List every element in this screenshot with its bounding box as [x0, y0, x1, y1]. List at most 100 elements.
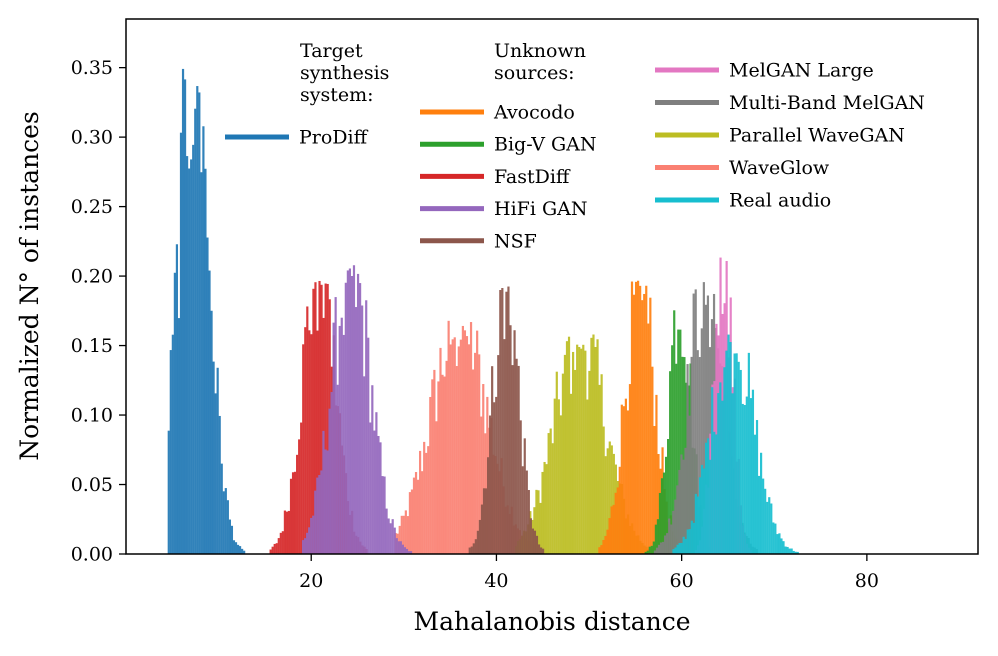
histogram-bar: [489, 415, 492, 554]
histogram-bar: [537, 544, 541, 554]
histogram-bar: [387, 518, 390, 554]
histogram-bar: [283, 510, 286, 554]
legend-label-fastdiff: FastDiff: [494, 166, 571, 188]
x-tick-label: 40: [484, 570, 508, 592]
histogram-bar: [751, 389, 755, 554]
histogram-bar: [535, 489, 538, 554]
histogram-bar: [410, 489, 414, 554]
histogram-bar: [431, 379, 434, 554]
histogram-bar: [461, 325, 464, 554]
histogram-bar: [427, 446, 430, 554]
histogram-bar: [296, 454, 299, 554]
histogram-bar: [425, 452, 428, 554]
histogram-bar: [320, 470, 323, 554]
histogram-bar: [478, 354, 481, 554]
histogram-bar: [576, 344, 579, 554]
y-tick-label: 0.05: [71, 474, 113, 496]
histogram-bar: [634, 281, 638, 554]
histogram-bar: [324, 449, 327, 554]
histogram-bar: [279, 532, 282, 554]
histogram-bar: [612, 504, 615, 554]
histogram-bar: [572, 351, 575, 554]
histogram-bar: [285, 511, 289, 554]
series-hifi-gan: [301, 265, 413, 554]
histogram-bar: [517, 365, 520, 554]
histogram-bar: [302, 344, 305, 554]
histogram-bar: [622, 406, 625, 554]
histogram-bar: [662, 541, 665, 554]
histogram-bar: [774, 523, 777, 554]
y-tick-label: 0.25: [71, 196, 113, 218]
histogram-bar: [359, 283, 362, 554]
histogram-bar: [653, 550, 657, 554]
histogram-bar: [447, 320, 450, 554]
histogram-bar: [277, 538, 280, 554]
histogram-bar: [680, 454, 683, 554]
histogram-bar: [790, 548, 793, 554]
histogram-bar: [314, 490, 317, 554]
histogram-bar: [539, 502, 542, 554]
histogram-bar: [275, 543, 278, 554]
histogram-bar: [630, 281, 634, 554]
histogram-bar: [519, 420, 522, 554]
histogram-bar: [645, 285, 648, 554]
histogram-bar: [175, 244, 179, 554]
histogram-bar: [574, 369, 577, 554]
histogram-bar: [429, 396, 432, 554]
histogram-bar: [644, 551, 647, 554]
histogram-bar: [470, 546, 473, 554]
histogram-bar: [216, 367, 219, 554]
histogram-bar: [725, 350, 728, 554]
histogram-bar: [606, 529, 609, 554]
histogram-bar: [393, 527, 396, 554]
histogram-bar: [547, 433, 550, 554]
histogram-bar: [385, 508, 388, 554]
histogram-bar: [686, 364, 689, 554]
histogram-bar: [336, 384, 339, 554]
y-tick-label: 0.20: [71, 266, 113, 288]
histogram-bar: [531, 528, 534, 554]
histogram-bar: [545, 464, 548, 554]
histogram-bar: [234, 542, 238, 554]
histogram-bar: [200, 172, 203, 555]
histogram-bar: [457, 346, 460, 554]
histogram-bar: [391, 519, 394, 554]
histogram-bar: [757, 475, 761, 554]
histogram-bar: [523, 438, 526, 554]
histogram-bar: [610, 445, 613, 554]
histogram-bar: [412, 477, 416, 554]
histogram-bar: [208, 270, 211, 554]
histogram-bar: [407, 551, 411, 554]
histogram-bar: [214, 393, 217, 554]
histogram-bar: [647, 323, 650, 554]
histogram-bar: [788, 548, 791, 554]
histogram-bar: [220, 463, 223, 554]
histogram-bar: [228, 519, 231, 554]
histogram-bar: [662, 472, 666, 554]
histogram-bar: [537, 490, 540, 554]
histogram-bar: [678, 543, 681, 554]
histogram-bar: [651, 366, 654, 554]
histogram-bar: [493, 402, 496, 554]
histogram-bar: [478, 519, 482, 554]
histogram-bar: [401, 544, 404, 554]
histogram-bar: [637, 280, 640, 554]
histogram-bar: [326, 450, 329, 554]
histogram-bar: [686, 529, 689, 554]
histogram-bar: [435, 421, 438, 554]
histogram-bar: [273, 543, 276, 554]
histogram-bar: [702, 468, 706, 554]
histogram-bar: [792, 550, 795, 554]
histogram-bar: [683, 357, 686, 554]
histogram-bar: [318, 280, 321, 554]
histogram-bar: [491, 366, 494, 554]
histogram-bar: [688, 529, 691, 554]
histogram-bar: [507, 286, 510, 554]
histogram-bar: [497, 355, 500, 554]
histogram-bar: [719, 382, 722, 554]
y-tick-label: 0.15: [71, 335, 113, 357]
histogram-bar: [753, 434, 757, 554]
histogram-bar: [655, 547, 659, 554]
histogram-bar: [210, 310, 213, 554]
y-tick-label: 0.30: [71, 127, 113, 149]
